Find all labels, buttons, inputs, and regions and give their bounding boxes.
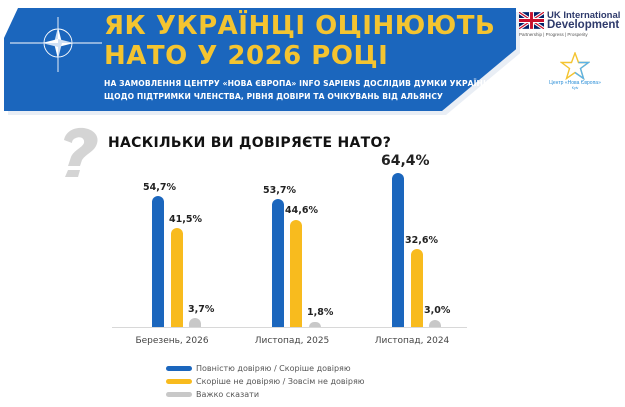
value-distrust-2024: 32,6% xyxy=(405,235,438,246)
chart-legend: Повністю довіряю / Скоріше довіряю Скорі… xyxy=(166,362,364,401)
title-line-2: НАТО У 2026 РОЦІ xyxy=(104,41,389,71)
value-trust-2025: 53,7% xyxy=(263,185,296,196)
legend-item-trust: Повністю довіряю / Скоріше довіряю xyxy=(166,362,364,375)
legend-label: Повністю довіряю / Скоріше довіряю xyxy=(196,364,351,373)
bar-trust-2024 xyxy=(392,173,404,327)
question-mark-icon xyxy=(64,127,98,177)
value-trust-2024: 64,4% xyxy=(381,153,430,169)
bar-trust-2026 xyxy=(152,196,164,327)
new-europe-city: Kyiv xyxy=(571,86,579,90)
category-label-2025: Листопад, 2025 xyxy=(254,336,330,346)
legend-swatch-blue xyxy=(166,366,192,371)
chart-question: НАСКІЛЬКИ ВИ ДОВІРЯЄТЕ НАТО? xyxy=(108,135,392,151)
value-unsure-2025: 1,8% xyxy=(307,307,334,318)
page-subtitle: НА ЗАМОВЛЕННЯ ЦЕНТРУ «НОВА ЄВРОПА» INFO … xyxy=(104,77,514,103)
header-banner xyxy=(4,8,516,111)
legend-label: Скоріше не довіряю / Зовсім не довіряю xyxy=(196,377,365,386)
legend-label: Важко сказати xyxy=(196,390,260,399)
bar-distrust-2025 xyxy=(290,220,302,327)
ukid-name: UK International Development xyxy=(547,10,621,31)
value-trust-2026: 54,7% xyxy=(143,182,176,193)
legend-item-distrust: Скоріше не довіряю / Зовсім не довіряю xyxy=(166,375,364,388)
bar-trust-2025 xyxy=(272,199,284,327)
new-europe-center-logo: Центр «Нова Європа» Kyiv xyxy=(540,52,610,98)
bar-unsure-2024 xyxy=(429,320,441,327)
bar-distrust-2024 xyxy=(411,249,423,327)
subtitle-line-2: ЩОДО ПІДТРИМКИ ЧЛЕНСТВА, РІВНЯ ДОВІРИ ТА… xyxy=(104,92,444,101)
value-unsure-2024: 3,0% xyxy=(424,305,451,316)
legend-item-unsure: Важко сказати xyxy=(166,388,364,401)
uk-international-development-logo: UK International Development Partnership… xyxy=(519,11,625,39)
value-distrust-2025: 44,6% xyxy=(285,205,318,216)
new-europe-name: Центр «Нова Європа» xyxy=(549,80,601,86)
union-jack-flag-icon xyxy=(519,12,544,29)
value-distrust-2026: 41,5% xyxy=(169,214,202,225)
category-label-2026: Березень, 2026 xyxy=(135,336,209,346)
bar-unsure-2025 xyxy=(309,322,321,327)
legend-swatch-yellow xyxy=(166,379,192,384)
star-icon xyxy=(560,52,590,80)
subtitle-line-1: НА ЗАМОВЛЕННЯ ЦЕНТРУ «НОВА ЄВРОПА» INFO … xyxy=(104,79,499,88)
page-title: ЯК УКРАЇНЦІ ОЦІНЮЮТЬ НАТО У 2026 РОЦІ xyxy=(104,11,504,71)
bar-distrust-2026 xyxy=(171,228,183,327)
ukid-tagline: Partnership | Progress | Prosperity xyxy=(519,32,588,37)
bar-unsure-2026 xyxy=(189,318,201,327)
value-unsure-2026: 3,7% xyxy=(188,304,215,315)
nato-compass-icon xyxy=(10,17,102,72)
legend-swatch-gray xyxy=(166,392,192,397)
title-line-1: ЯК УКРАЇНЦІ ОЦІНЮЮТЬ xyxy=(104,11,496,41)
category-label-2024: Листопад, 2024 xyxy=(374,336,450,346)
chart-baseline xyxy=(112,327,467,328)
